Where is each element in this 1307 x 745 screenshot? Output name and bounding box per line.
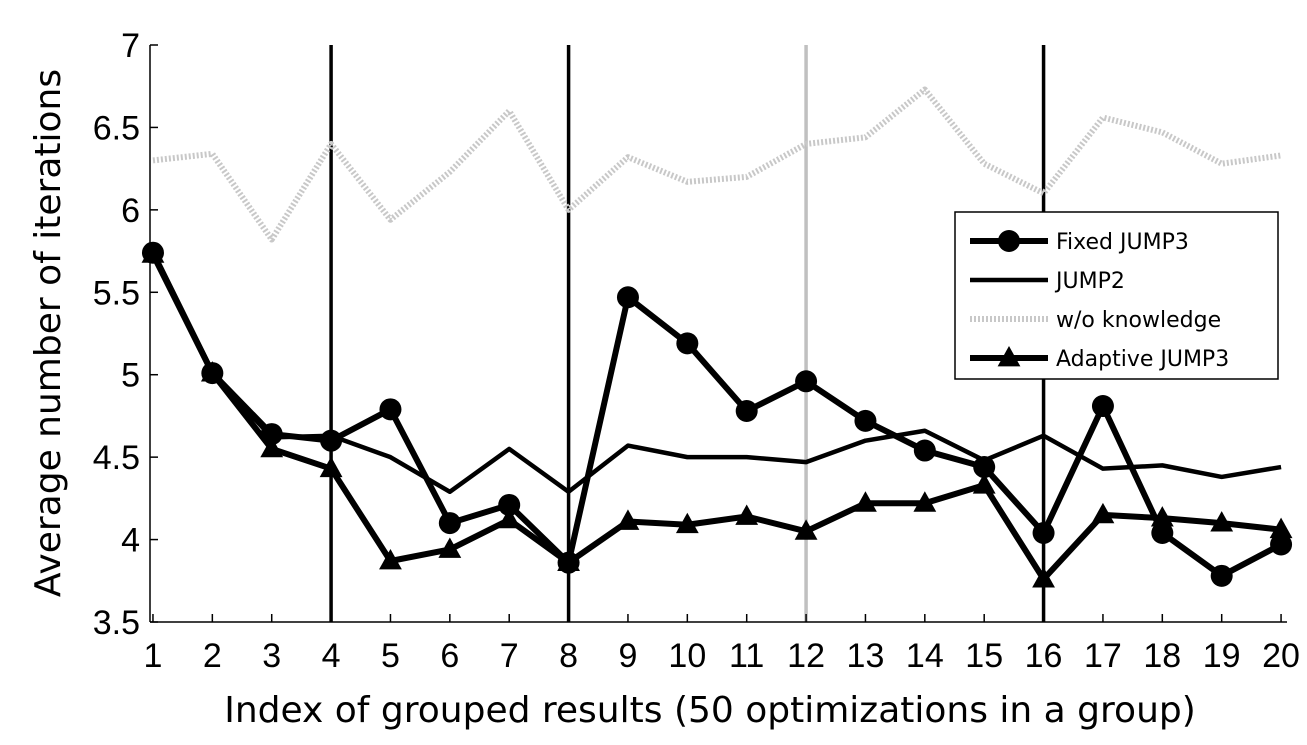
data-point bbox=[735, 504, 759, 525]
data-point bbox=[1151, 521, 1174, 544]
y-tick-label: 6 bbox=[121, 192, 140, 230]
y-tick-label: 5 bbox=[121, 357, 140, 395]
data-point bbox=[497, 507, 521, 529]
x-tick-label: 10 bbox=[668, 637, 706, 675]
data-point bbox=[320, 429, 343, 452]
series-group bbox=[141, 86, 1293, 588]
data-point bbox=[794, 519, 818, 540]
y-tick-label: 6.5 bbox=[93, 109, 140, 147]
axes bbox=[149, 45, 1287, 623]
data-point bbox=[1032, 567, 1055, 588]
data-point bbox=[319, 456, 343, 478]
data-point bbox=[260, 436, 284, 458]
x-tick-label: 3 bbox=[262, 637, 281, 675]
y-tick-label: 3.5 bbox=[93, 604, 140, 642]
legend-label: JUMP2 bbox=[1054, 269, 1125, 294]
x-tick-label: 8 bbox=[559, 637, 578, 675]
legend: Fixed JUMP3 JUMP2 w/o knowledge Adaptive JU… bbox=[954, 211, 1279, 380]
x-tick-label: 4 bbox=[322, 637, 341, 675]
legend-marker bbox=[998, 230, 1020, 252]
data-point bbox=[795, 370, 818, 393]
data-point bbox=[379, 549, 402, 570]
data-point bbox=[1270, 533, 1293, 556]
x-tick-label: 17 bbox=[1084, 637, 1122, 675]
x-tick-label: 18 bbox=[1143, 637, 1181, 675]
data-point bbox=[438, 537, 462, 558]
x-tick-label: 15 bbox=[965, 637, 1003, 675]
data-point bbox=[675, 512, 699, 534]
data-point bbox=[972, 473, 996, 494]
x-tick-label: 20 bbox=[1262, 637, 1300, 675]
x-tick-label: 7 bbox=[500, 637, 519, 675]
x-tick-label: 12 bbox=[787, 637, 825, 675]
x-tick-label: 1 bbox=[144, 637, 163, 675]
series-line bbox=[150, 251, 1283, 579]
data-point bbox=[913, 439, 936, 462]
data-point bbox=[973, 456, 996, 479]
data-point bbox=[676, 332, 699, 355]
x-tick-label: 11 bbox=[729, 637, 764, 675]
legend-label: w/o knowledge bbox=[1056, 308, 1221, 333]
x-tick-label: 14 bbox=[906, 637, 944, 675]
data-point bbox=[498, 493, 521, 516]
y-ticks: 3.5 4 4.5 5 5.5 6 6.5 7 bbox=[93, 27, 158, 642]
y-tick-label: 4.5 bbox=[93, 439, 140, 477]
data-point bbox=[913, 491, 937, 512]
y-tick-label: 5.5 bbox=[93, 274, 140, 312]
legend-marker bbox=[997, 346, 1021, 367]
x-tick-label: 9 bbox=[618, 637, 637, 675]
data-point bbox=[557, 551, 580, 574]
data-point bbox=[201, 362, 224, 385]
x-ticks: 1 2 3 4 5 6 7 8 9 10 11 12 13 14 15 16 17 18 19 20 bbox=[144, 614, 1300, 675]
legend-label: Adaptive JUMP3 bbox=[1056, 347, 1229, 372]
data-point bbox=[854, 491, 877, 512]
data-point bbox=[616, 286, 639, 309]
data-point bbox=[260, 423, 283, 446]
x-axis-title: Index of grouped results (50 optimizatio… bbox=[224, 690, 1196, 731]
data-point bbox=[1091, 395, 1114, 418]
x-tick-label: 13 bbox=[847, 637, 885, 675]
data-point bbox=[616, 509, 640, 530]
y-tick-label: 4 bbox=[121, 522, 140, 560]
data-point bbox=[1210, 564, 1233, 587]
data-point bbox=[1091, 502, 1115, 524]
data-point bbox=[854, 409, 877, 432]
data-point bbox=[379, 398, 402, 421]
x-tick-label: 19 bbox=[1203, 637, 1241, 675]
data-point bbox=[141, 241, 164, 264]
y-axis-title: Average number of iterations bbox=[28, 69, 69, 597]
series-line bbox=[150, 253, 1282, 583]
x-tick-label: 5 bbox=[381, 637, 400, 675]
data-point bbox=[1032, 521, 1055, 544]
legend-label: Fixed JUMP3 bbox=[1056, 230, 1189, 255]
data-point bbox=[1210, 511, 1234, 532]
data-point bbox=[735, 399, 758, 422]
x-tick-label: 16 bbox=[1025, 637, 1063, 675]
series-line bbox=[152, 86, 1282, 243]
x-tick-label: 6 bbox=[440, 637, 459, 675]
x-tick-label: 2 bbox=[203, 637, 222, 675]
y-tick-label: 7 bbox=[121, 27, 140, 65]
data-point bbox=[438, 512, 461, 535]
data-point bbox=[1269, 517, 1293, 539]
